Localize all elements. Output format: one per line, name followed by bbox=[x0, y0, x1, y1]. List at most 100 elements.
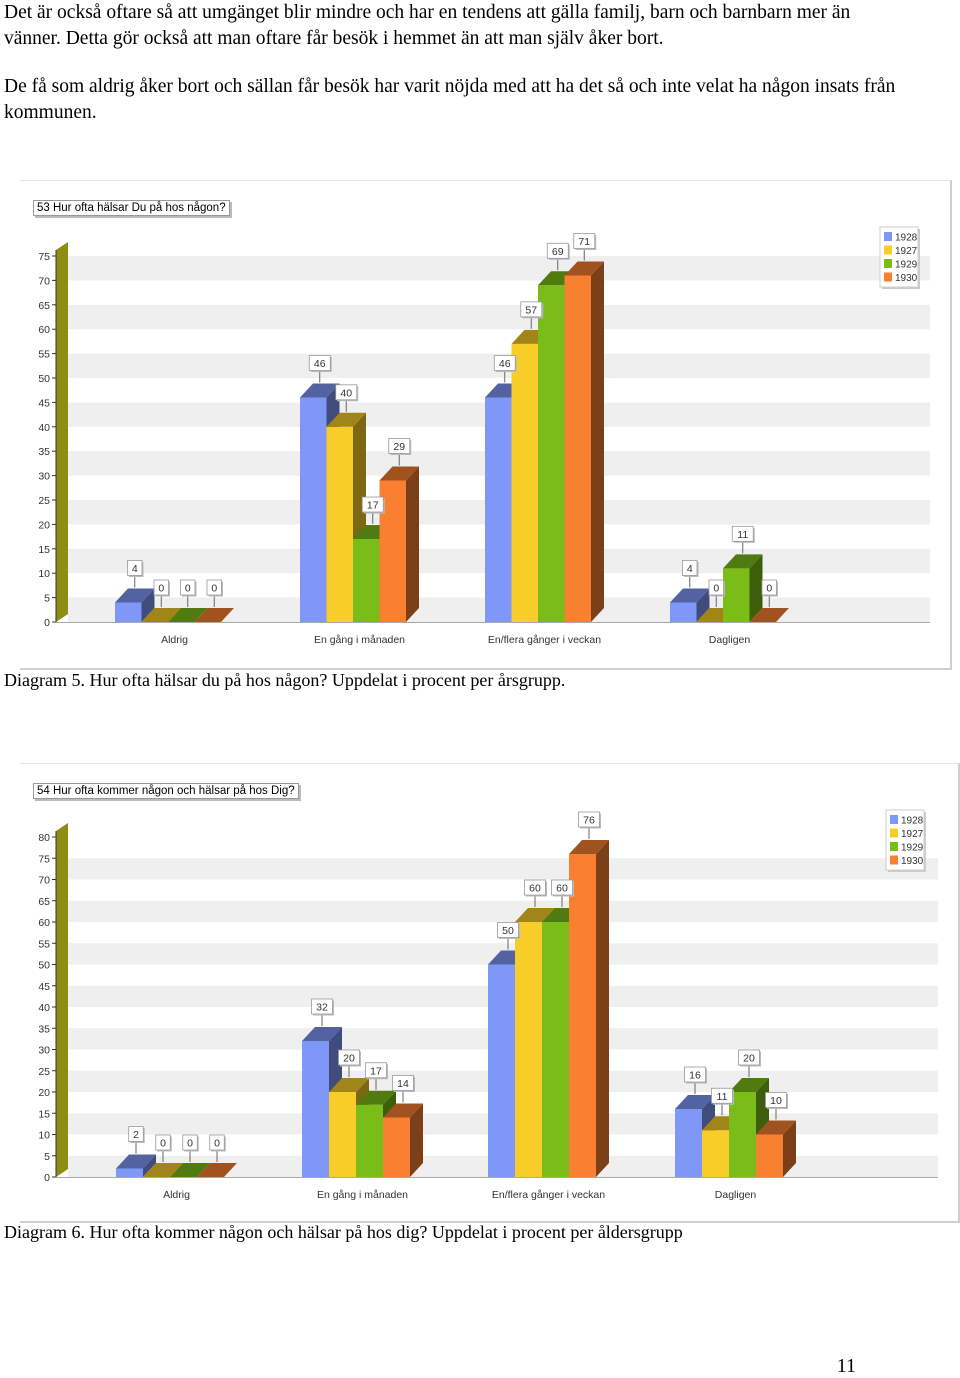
y-tick-label: 70 bbox=[38, 275, 50, 287]
svg-text:10: 10 bbox=[770, 1095, 782, 1107]
svg-text:32: 32 bbox=[316, 1002, 328, 1014]
grid-band bbox=[68, 900, 938, 922]
data-label: 69 bbox=[546, 242, 570, 271]
data-label: 4 bbox=[127, 560, 144, 588]
svg-text:29: 29 bbox=[393, 441, 405, 453]
y-tick-label: 55 bbox=[38, 938, 50, 950]
legend-item: 1930 bbox=[890, 855, 924, 867]
svg-text:0: 0 bbox=[158, 583, 164, 595]
legend-swatch bbox=[884, 272, 892, 282]
svg-text:0: 0 bbox=[766, 583, 772, 595]
legend-swatch bbox=[890, 855, 898, 865]
y-tick-label: 15 bbox=[38, 544, 50, 556]
grid-band bbox=[68, 256, 930, 281]
data-label: 17 bbox=[365, 1062, 388, 1090]
y-tick-label: 15 bbox=[38, 1108, 50, 1120]
bar bbox=[379, 466, 419, 622]
svg-text:0: 0 bbox=[160, 1138, 166, 1150]
page-number: 11 bbox=[836, 1355, 856, 1377]
legend-label: 1930 bbox=[901, 856, 924, 867]
data-label: 60 bbox=[551, 879, 574, 907]
legend-label: 1927 bbox=[901, 829, 924, 840]
category-label: Dagligen bbox=[715, 1189, 757, 1201]
svg-text:16: 16 bbox=[689, 1070, 701, 1082]
y-tick-label: 30 bbox=[38, 471, 50, 483]
legend-label: 1929 bbox=[895, 260, 918, 271]
data-label: 50 bbox=[497, 922, 520, 950]
category-label: En gång i månaden bbox=[317, 1189, 408, 1201]
data-label: 0 bbox=[182, 1134, 199, 1162]
data-label: 4 bbox=[682, 560, 699, 588]
bar bbox=[564, 261, 604, 622]
legend: 1928 1927 1929 1930 bbox=[885, 809, 926, 872]
body-paragraph: De få som aldrig åker bort och sällan få… bbox=[4, 76, 896, 123]
data-label: 0 bbox=[708, 579, 725, 607]
y-tick-label: 40 bbox=[38, 1002, 50, 1014]
svg-text:17: 17 bbox=[367, 500, 379, 512]
category-label: En/flera gånger i veckan bbox=[492, 1189, 605, 1201]
legend-swatch bbox=[890, 842, 898, 851]
svg-text:60: 60 bbox=[556, 883, 568, 895]
svg-text:0: 0 bbox=[214, 1138, 220, 1150]
category-label: En gång i månaden bbox=[314, 634, 405, 646]
y-tick-label: 60 bbox=[38, 917, 50, 929]
svg-text:11: 11 bbox=[737, 529, 748, 541]
svg-text:0: 0 bbox=[713, 583, 719, 595]
data-label: 0 bbox=[180, 579, 197, 607]
y-tick-label: 80 bbox=[38, 832, 50, 844]
svg-text:11: 11 bbox=[717, 1091, 728, 1103]
y-tick-label: 55 bbox=[38, 349, 50, 361]
y-tick-label: 35 bbox=[38, 1023, 50, 1035]
data-label: 0 bbox=[153, 579, 170, 607]
y-tick-label: 75 bbox=[38, 853, 50, 865]
y-tick-label: 10 bbox=[38, 568, 50, 580]
svg-text:0: 0 bbox=[185, 583, 191, 595]
body-paragraph: Det är också oftare så att umgänget blir… bbox=[4, 2, 851, 49]
svg-text:50: 50 bbox=[502, 925, 514, 937]
bar bbox=[115, 588, 155, 622]
legend-swatch bbox=[884, 232, 892, 241]
legend: 1928 1927 1929 1930 bbox=[879, 226, 920, 289]
y-axis-wall bbox=[56, 242, 68, 622]
svg-text:57: 57 bbox=[525, 304, 537, 316]
grid-band bbox=[68, 304, 930, 330]
category-label: En/flera gånger i veckan bbox=[488, 634, 601, 646]
data-label: 17 bbox=[361, 496, 385, 525]
legend-item: 1927 bbox=[884, 245, 918, 257]
legend-label: 1929 bbox=[901, 843, 924, 854]
y-tick-label: 20 bbox=[38, 1087, 50, 1099]
bar bbox=[749, 608, 789, 622]
y-tick-label: 10 bbox=[38, 1130, 50, 1142]
svg-text:71: 71 bbox=[578, 236, 590, 248]
bar bbox=[143, 1163, 183, 1177]
data-label: 29 bbox=[388, 438, 412, 466]
y-tick-label: 25 bbox=[38, 495, 50, 507]
legend-swatch bbox=[884, 259, 892, 268]
category-label: Dagligen bbox=[709, 634, 751, 646]
legend-swatch bbox=[890, 828, 898, 838]
y-tick-label: 45 bbox=[38, 981, 50, 993]
data-label: 40 bbox=[335, 384, 359, 412]
bar bbox=[116, 1154, 156, 1177]
svg-text:2: 2 bbox=[133, 1129, 139, 1141]
y-tick-label: 5 bbox=[44, 1151, 50, 1163]
legend-label: 1927 bbox=[895, 246, 918, 257]
chart-title: 54 Hur ofta kommer någon och hälsar på h… bbox=[33, 783, 299, 799]
data-label: 16 bbox=[684, 1066, 707, 1094]
data-label: 11 bbox=[731, 525, 755, 554]
legend-item: 1928 bbox=[884, 232, 918, 244]
data-label: 0 bbox=[761, 579, 778, 607]
bar-chart-visit-others: 53 Hur ofta hälsar Du på hos någon? 0 5 10… bbox=[20, 180, 952, 670]
svg-text:4: 4 bbox=[132, 563, 138, 575]
data-label: 76 bbox=[578, 811, 601, 839]
y-tick-label: 25 bbox=[38, 1066, 50, 1078]
y-tick-label: 70 bbox=[38, 875, 50, 887]
svg-text:20: 20 bbox=[743, 1053, 755, 1065]
data-label: 20 bbox=[338, 1049, 361, 1077]
y-tick-label: 50 bbox=[38, 960, 50, 972]
data-label: 11 bbox=[711, 1087, 734, 1116]
svg-text:40: 40 bbox=[340, 387, 352, 399]
y-tick-label: 0 bbox=[44, 1172, 50, 1184]
category-label: Aldrig bbox=[163, 1189, 190, 1201]
